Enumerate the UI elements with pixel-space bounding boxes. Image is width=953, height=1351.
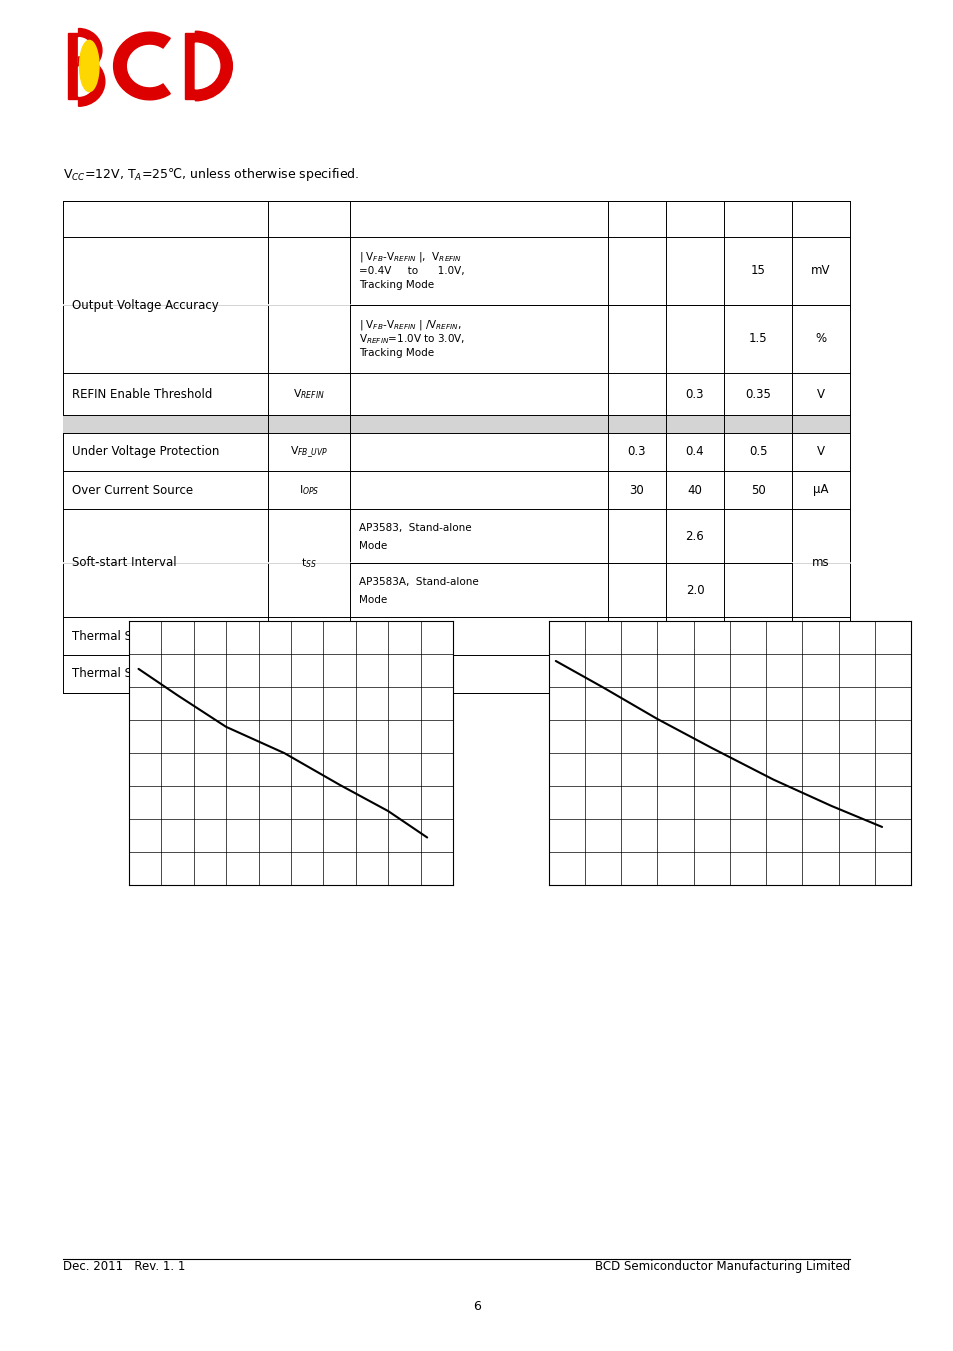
Text: 2.6: 2.6 bbox=[685, 530, 703, 543]
Text: mV: mV bbox=[810, 265, 830, 277]
Text: V$_{FB\_UVP}$: V$_{FB\_UVP}$ bbox=[290, 444, 328, 459]
Text: V: V bbox=[816, 388, 824, 400]
Text: T$_{HYS}$: T$_{HYS}$ bbox=[296, 667, 320, 681]
Text: t$_{SS}$: t$_{SS}$ bbox=[301, 557, 316, 570]
Wedge shape bbox=[78, 38, 92, 63]
Text: Thermal Shutdown: Thermal Shutdown bbox=[71, 630, 183, 643]
Text: T$_{OTSD}$: T$_{OTSD}$ bbox=[294, 630, 324, 643]
Text: 160: 160 bbox=[683, 630, 705, 643]
Text: Tracking Mode: Tracking Mode bbox=[358, 349, 434, 358]
Text: REFIN Enable Threshold: REFIN Enable Threshold bbox=[71, 388, 213, 400]
Text: Dec. 2011   Rev. 1. 1: Dec. 2011 Rev. 1. 1 bbox=[63, 1260, 185, 1273]
Text: Output Voltage Accuracy: Output Voltage Accuracy bbox=[71, 299, 218, 312]
Text: Soft-start Interval: Soft-start Interval bbox=[71, 557, 176, 570]
Wedge shape bbox=[195, 31, 233, 101]
Text: 0.3: 0.3 bbox=[685, 388, 703, 400]
Bar bbox=[68, 32, 78, 99]
Text: V$_{CC}$=12V, T$_{A}$=25℃, unless otherwise specified.: V$_{CC}$=12V, T$_{A}$=25℃, unless otherw… bbox=[63, 166, 359, 182]
Text: Thermal Shutdown Hysteresis: Thermal Shutdown Hysteresis bbox=[71, 667, 249, 681]
Text: Tracking Mode: Tracking Mode bbox=[358, 280, 434, 290]
Text: I$_{OPS}$: I$_{OPS}$ bbox=[298, 484, 319, 497]
Text: V$_{REFIN}$=1.0V to 3.0V,: V$_{REFIN}$=1.0V to 3.0V, bbox=[358, 332, 465, 346]
Text: 50: 50 bbox=[750, 484, 764, 497]
Text: V$_{REFIN}$: V$_{REFIN}$ bbox=[293, 388, 325, 401]
Text: 20: 20 bbox=[687, 667, 701, 681]
Wedge shape bbox=[113, 32, 170, 100]
Text: μA: μA bbox=[812, 484, 828, 497]
Text: 0.3: 0.3 bbox=[627, 446, 645, 458]
Text: 0.5: 0.5 bbox=[748, 446, 766, 458]
Text: Under Voltage Protection: Under Voltage Protection bbox=[71, 446, 219, 458]
Text: 6: 6 bbox=[473, 1300, 480, 1313]
Text: =0.4V     to      1.0V,: =0.4V to 1.0V, bbox=[358, 266, 464, 276]
Text: | V$_{FB}$-V$_{REFIN}$ |,  V$_{REFIN}$: | V$_{FB}$-V$_{REFIN}$ |, V$_{REFIN}$ bbox=[358, 250, 461, 263]
Bar bbox=[63, 415, 849, 434]
Text: Mode: Mode bbox=[358, 594, 387, 605]
Text: 2.0: 2.0 bbox=[685, 584, 703, 597]
Text: %: % bbox=[815, 332, 825, 346]
Text: ms: ms bbox=[811, 557, 829, 570]
Ellipse shape bbox=[79, 41, 99, 92]
Text: BCD Semiconductor Manufacturing Limited: BCD Semiconductor Manufacturing Limited bbox=[594, 1260, 849, 1273]
Bar bbox=[63, 201, 849, 693]
Text: 40: 40 bbox=[687, 484, 701, 497]
Text: 15: 15 bbox=[750, 265, 764, 277]
Text: 30: 30 bbox=[629, 484, 643, 497]
Text: 0.35: 0.35 bbox=[744, 388, 770, 400]
Wedge shape bbox=[195, 43, 219, 89]
Text: °C: °C bbox=[813, 667, 827, 681]
Text: V: V bbox=[816, 446, 824, 458]
Text: °C: °C bbox=[813, 630, 827, 643]
Wedge shape bbox=[78, 28, 102, 73]
Text: AP3583,  Stand-alone: AP3583, Stand-alone bbox=[358, 523, 471, 534]
Text: 0.4: 0.4 bbox=[685, 446, 703, 458]
Text: AP3583A,  Stand-alone: AP3583A, Stand-alone bbox=[358, 577, 478, 586]
Wedge shape bbox=[78, 68, 94, 96]
Text: 1.5: 1.5 bbox=[748, 332, 766, 346]
Wedge shape bbox=[78, 57, 105, 107]
Text: | V$_{FB}$-V$_{REFIN}$ | /V$_{REFIN}$,: | V$_{FB}$-V$_{REFIN}$ | /V$_{REFIN}$, bbox=[358, 317, 461, 332]
Bar bbox=[185, 32, 195, 99]
Text: Over Current Source: Over Current Source bbox=[71, 484, 193, 497]
Text: Mode: Mode bbox=[358, 540, 387, 551]
